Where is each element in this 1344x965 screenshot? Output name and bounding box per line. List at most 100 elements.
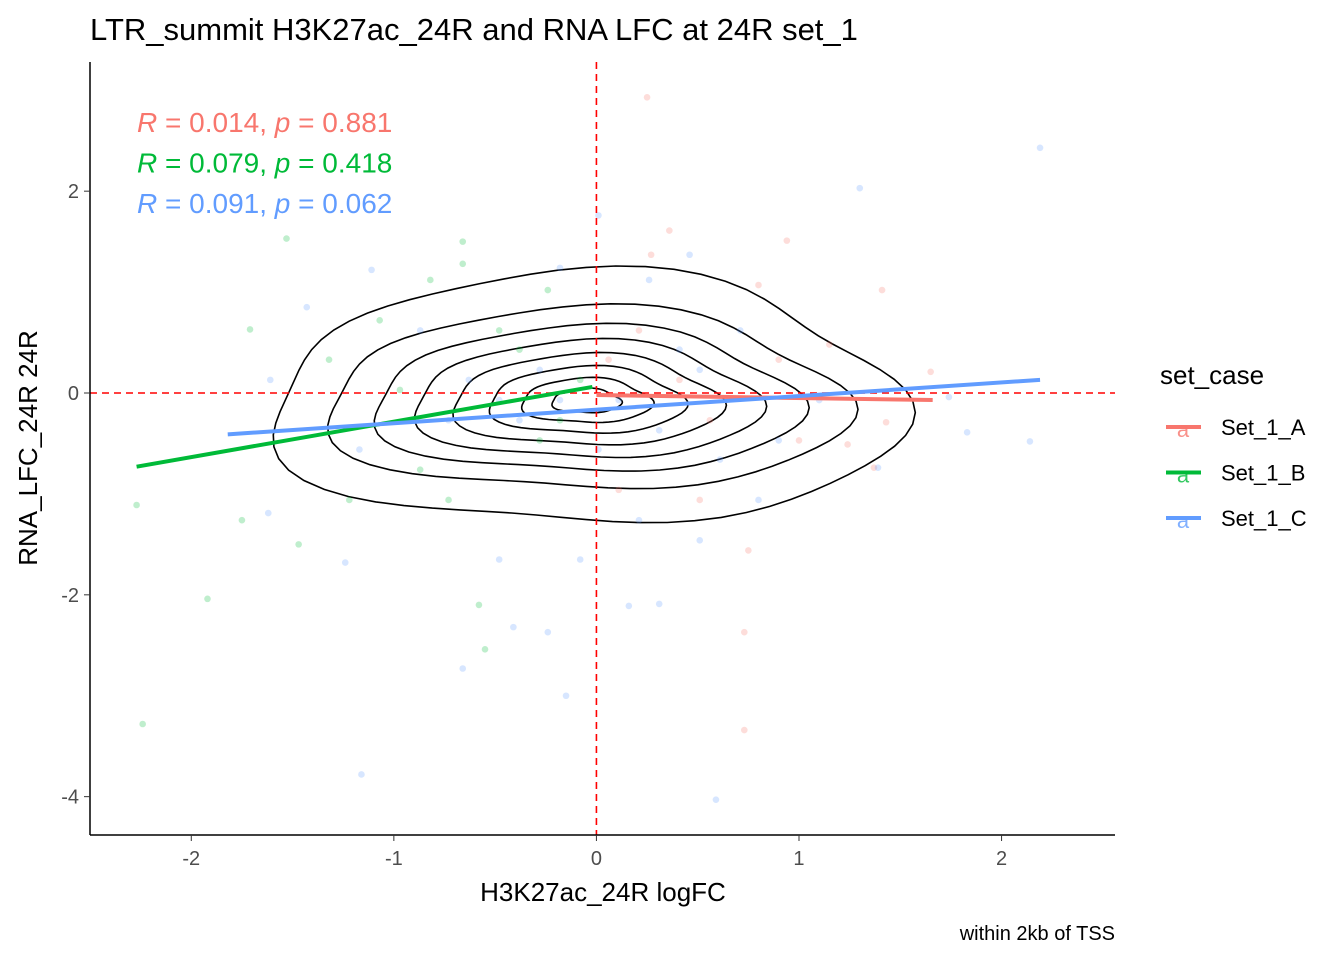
data-point-set_1_a	[795, 437, 803, 444]
data-point-set_1_b	[516, 346, 523, 353]
data-point-set_1_a	[740, 628, 748, 636]
data-point-set_1_b	[427, 276, 434, 284]
data-point-set_1_b	[481, 646, 489, 653]
stat-symbol: p	[274, 188, 291, 219]
data-point-set_1_b	[576, 376, 584, 384]
legend-label-set_1_c: Set_1_C	[1221, 506, 1307, 531]
data-point-set_1_b	[139, 720, 146, 728]
data-point-set_1_a	[882, 418, 890, 426]
contour-line	[488, 364, 690, 435]
correlation-label-set_1_a: R = 0.014, p = 0.881	[137, 107, 392, 138]
data-point-set_1_c	[266, 376, 274, 384]
legend: set_case a Set_1_Aa Set_1_Ba Set_1_C	[1160, 360, 1307, 533]
data-point-set_1_b	[544, 286, 552, 294]
x-tick-label: 1	[793, 848, 804, 870]
legend-key-glyph: a	[1177, 463, 1190, 488]
y-tick-label: 0	[68, 383, 79, 405]
legend-label-set_1_a: Set_1_A	[1221, 415, 1306, 440]
data-point-set_1_a	[643, 94, 651, 101]
data-point-set_1_a	[783, 237, 791, 244]
data-point-set_1_b	[376, 317, 383, 324]
axes: -2 -1 0 1 2 2 0 -2 -4	[61, 62, 1115, 870]
contour-line	[373, 322, 811, 472]
data-point-set_1_b	[556, 416, 564, 424]
data-point-set_1_c	[712, 796, 720, 803]
data-point-set_1_c	[963, 429, 971, 436]
points-layer	[133, 94, 1044, 803]
data-point-set_1_c	[556, 264, 564, 272]
y-tick-label: -2	[61, 585, 79, 607]
data-point-set_1_c	[1026, 438, 1034, 445]
data-point-set_1_b	[445, 496, 452, 504]
data-point-set_1_c	[303, 303, 311, 311]
data-point-set_1_a	[696, 496, 704, 504]
contour-line	[326, 302, 859, 490]
stat-value: = 0.881	[290, 107, 392, 138]
data-point-set_1_c	[655, 427, 663, 434]
x-tick-label: -1	[385, 848, 403, 870]
legend-label-set_1_b: Set_1_B	[1221, 461, 1305, 486]
data-point-set_1_a	[647, 251, 655, 259]
data-point-set_1_a	[745, 547, 752, 554]
data-point-set_1_b	[133, 501, 140, 509]
data-point-set_1_b	[325, 356, 333, 363]
data-point-set_1_b	[295, 541, 302, 548]
data-point-set_1_c	[686, 251, 693, 259]
data-point-set_1_c	[358, 771, 365, 778]
data-point-set_1_c	[755, 496, 762, 504]
contour-line	[551, 387, 624, 414]
data-point-set_1_c	[676, 346, 683, 353]
data-point-set_1_a	[755, 281, 762, 289]
data-point-set_1_b	[396, 386, 404, 394]
data-point-set_1_c	[595, 212, 602, 219]
data-point-set_1_b	[204, 595, 211, 603]
data-point-set_1_a	[844, 441, 851, 448]
data-point-set_1_c	[945, 393, 953, 401]
data-point-set_1_c	[465, 376, 473, 384]
data-point-set_1_c	[615, 396, 623, 404]
data-point-set_1_b	[238, 516, 246, 524]
chart-title: LTR_summit H3K27ac_24R and RNA LFC at 24…	[90, 12, 858, 47]
data-point-set_1_c	[459, 665, 467, 672]
data-point-set_1_b	[475, 601, 483, 609]
x-tick-label: -2	[182, 848, 200, 870]
stat-value: = 0.062	[290, 188, 392, 219]
data-point-set_1_b	[459, 238, 467, 245]
data-point-set_1_b	[345, 496, 353, 504]
x-tick-label: 2	[996, 848, 1007, 870]
y-tick-label: -4	[61, 787, 79, 809]
legend-title: set_case	[1160, 360, 1264, 390]
stat-value: = 0.014,	[157, 107, 275, 138]
data-point-set_1_a	[927, 368, 934, 376]
regression-lines	[136, 377, 1041, 469]
data-point-set_1_c	[576, 556, 584, 563]
contour-line	[520, 376, 656, 424]
reference-lines	[90, 62, 1115, 835]
data-point-set_1_c	[495, 556, 503, 563]
stat-value: = 0.079,	[157, 148, 275, 179]
contour-line	[272, 265, 917, 524]
y-axis-label: RNA_LFC_24R 24R	[13, 330, 43, 566]
data-point-set_1_a	[605, 356, 612, 363]
data-point-set_1_a	[740, 726, 748, 734]
data-point-set_1_b	[459, 260, 467, 268]
stat-symbol: R	[137, 148, 157, 179]
data-point-set_1_b	[416, 466, 424, 473]
correlation-label-set_1_b: R = 0.079, p = 0.418	[137, 148, 392, 179]
stat-value: = 0.091,	[157, 188, 275, 219]
data-point-set_1_a	[706, 416, 714, 424]
data-point-set_1_c	[264, 509, 272, 517]
data-point-set_1_c	[856, 184, 864, 192]
data-point-set_1_c	[696, 537, 704, 544]
legend-key-glyph: a	[1177, 417, 1190, 442]
data-point-set_1_c	[510, 623, 517, 631]
data-point-set_1_a	[615, 486, 623, 494]
data-point-set_1_a	[666, 227, 673, 234]
y-tick-label: 2	[68, 181, 79, 203]
data-point-set_1_c	[562, 692, 570, 700]
data-point-set_1_c	[536, 366, 544, 374]
data-point-set_1_c	[625, 602, 633, 610]
data-point-set_1_c	[356, 446, 363, 453]
correlation-label-set_1_c: R = 0.091, p = 0.062	[137, 188, 392, 219]
